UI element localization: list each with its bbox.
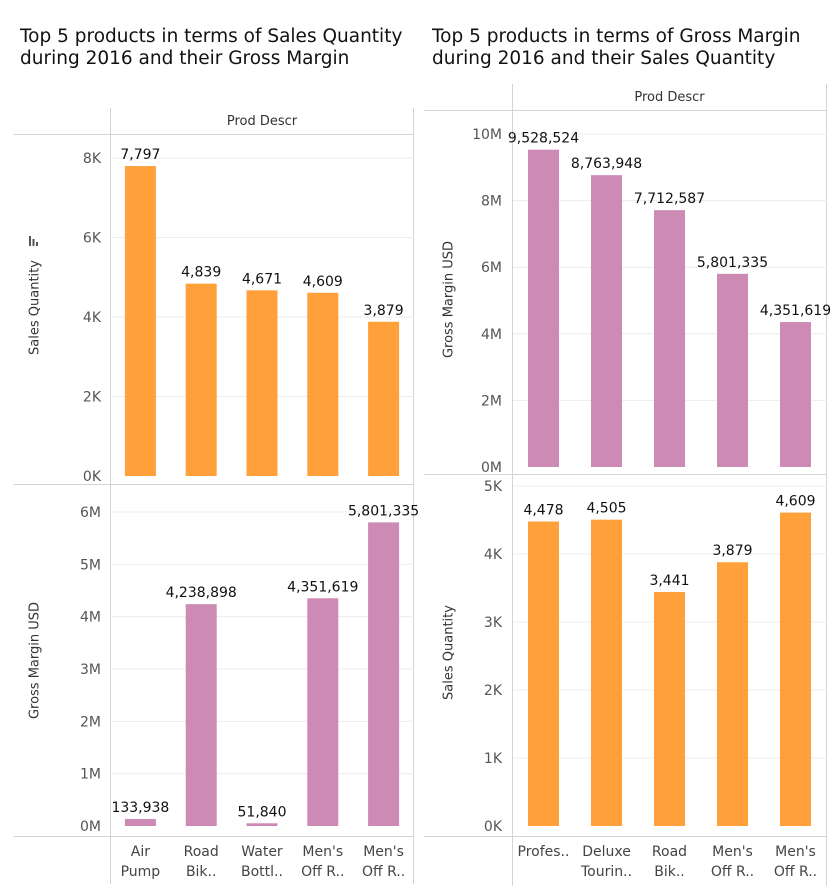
bottom-right-bar [591, 519, 622, 826]
right-category-label: Deluxe Tourin.. [580, 844, 633, 880]
bottom-right-data-label: 3,879 [712, 543, 752, 559]
right-category-label: Road Bik.. [651, 844, 688, 880]
top-right-bar [591, 175, 622, 468]
top-left-bar [368, 321, 400, 476]
bottom-left-bar [185, 604, 217, 826]
left-category-label: Men's Off R.. [361, 844, 406, 880]
left-category-label: Road Bik.. [183, 844, 219, 880]
left-axis-baseline [14, 836, 414, 837]
top-right-tick-label: 2M [481, 393, 502, 409]
bottom-left-tick-label: 3M [80, 662, 101, 678]
bottom-left-tick-label: 0M [80, 819, 101, 835]
left-header-rule [14, 134, 414, 135]
right-axis-baseline [424, 836, 827, 837]
top-left-data-label: 4,839 [181, 265, 221, 281]
top-right-bar [528, 149, 559, 468]
left-category-label: Men's Off R.. [301, 844, 345, 880]
top-right-tick-label: 6M [481, 260, 502, 276]
bottom-right-tick-label: 0K [484, 819, 503, 835]
top-right-bar [717, 273, 748, 467]
bottom-right-bar [780, 512, 811, 826]
bottom-left-data-label: 5,801,335 [348, 503, 419, 519]
left-category-label: Water Bottl.. [241, 844, 283, 880]
bottom-right-data-label: 4,478 [523, 502, 563, 518]
bottom-right-tick-label: 5K [484, 479, 503, 495]
top-left-bar [124, 166, 156, 476]
left-column-header: Prod Descr [226, 114, 298, 129]
bottom-right-bar [654, 592, 685, 826]
bottom-left-tick-label: 6M [80, 505, 101, 521]
top-right-tick-label: 8M [481, 194, 502, 210]
bottom-right-tick-label: 4K [484, 547, 503, 563]
right-panel-divider [424, 474, 827, 475]
right-panel-frame [424, 84, 827, 886]
bottom-left-data-label: 4,351,619 [287, 579, 358, 595]
top-right-bar [654, 210, 685, 468]
top-right-tick-label: 4M [481, 327, 502, 343]
top-left-tick-label: 0K [83, 469, 102, 485]
top-left-tick-label: 6K [83, 231, 102, 247]
bottom-left-data-label: 51,840 [238, 804, 287, 820]
bottom-right-data-label: 4,505 [586, 501, 626, 517]
top-right-data-label: 8,763,948 [571, 156, 642, 172]
top-left-data-label: 3,879 [364, 303, 404, 319]
left-axis-line [110, 108, 111, 884]
top-right-data-label: 7,712,587 [634, 191, 705, 207]
top-right-bar [780, 322, 811, 467]
bottom-left-tick-label: 2M [80, 714, 101, 730]
top-left-tick-label: 8K [83, 151, 102, 167]
bottom-right-tick-label: 1K [484, 751, 503, 767]
bottom-right-bar [528, 521, 559, 826]
left-panel-frame [14, 108, 414, 884]
right-category-label: Profes.. [517, 844, 570, 860]
sort-descending-icon[interactable] [28, 235, 40, 247]
right-category-label: Men's Off R.. [773, 844, 818, 880]
bottom-left-tick-label: 4M [80, 610, 101, 626]
top-left-data-label: 4,609 [303, 274, 343, 290]
top-left-tick-label: 2K [83, 390, 102, 406]
left-category-label: Air Pump [120, 844, 161, 880]
bottom-right-tick-label: 3K [484, 615, 503, 631]
bottom-right-data-label: 3,441 [649, 573, 689, 589]
top-left-tick-label: 4K [83, 310, 102, 326]
top-left-data-label: 4,671 [242, 271, 282, 287]
right-panel-title: Top 5 products in terms of Gross Margin … [432, 26, 801, 69]
bottom-left-bar [307, 598, 339, 826]
bottom-left-tick-label: 1M [80, 767, 101, 783]
bottom-right-bar [717, 562, 748, 826]
top-right-tick-label: 10M [472, 127, 502, 143]
top-left-bar [246, 290, 278, 476]
right-axis-line [512, 84, 513, 886]
top-left-bar [307, 292, 339, 476]
left-panel-title: Top 5 products in terms of Sales Quantit… [20, 26, 403, 69]
bottom-left-bar [124, 818, 156, 826]
left-panel-divider [14, 484, 414, 485]
bottom-left-bar [246, 823, 278, 826]
top-right-data-label: 5,801,335 [697, 255, 768, 271]
right-category-label: Men's Off R.. [710, 844, 755, 880]
top-right-data-label: 4,351,619 [760, 303, 831, 319]
bottom-right-tick-label: 2K [484, 683, 503, 699]
top-right-data-label: 9,528,524 [508, 131, 579, 147]
bottom-right-data-label: 4,609 [775, 494, 815, 510]
right-header-rule [424, 110, 827, 111]
top-left-data-label: 7,797 [120, 147, 160, 163]
top-left-bar [185, 283, 217, 476]
bottom-left-data-label: 133,938 [111, 800, 169, 816]
bottom-left-data-label: 4,238,898 [166, 585, 237, 601]
bottom-left-tick-label: 5M [80, 557, 101, 573]
bottom-left-bar [368, 522, 400, 826]
top-right-tick-label: 0M [481, 460, 502, 476]
right-column-header: Prod Descr [634, 90, 705, 105]
